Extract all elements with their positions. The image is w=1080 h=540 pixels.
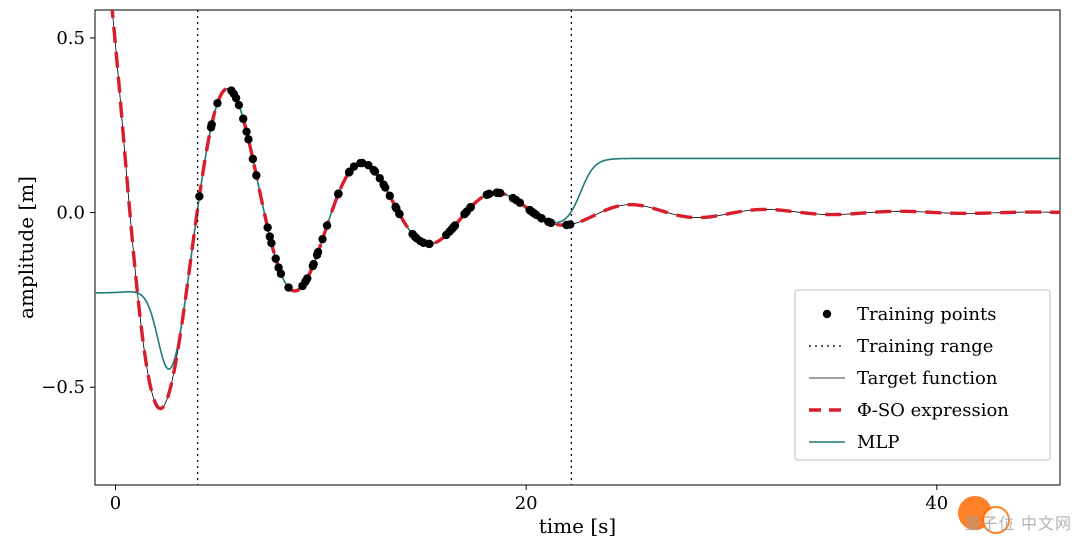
training-point bbox=[252, 171, 260, 179]
training-point bbox=[235, 101, 243, 109]
training-point bbox=[227, 86, 235, 94]
legend-marker bbox=[823, 310, 831, 318]
legend-label: MLP bbox=[857, 432, 900, 453]
y-tick-label: −0.5 bbox=[41, 377, 85, 398]
training-point bbox=[358, 159, 366, 167]
x-axis-label: time [s] bbox=[539, 514, 616, 538]
training-point bbox=[496, 189, 504, 197]
training-point bbox=[334, 189, 342, 197]
x-tick-label: 0 bbox=[110, 493, 121, 514]
legend-label: Φ-SO expression bbox=[857, 400, 1009, 421]
legend-label: Training points bbox=[857, 304, 996, 325]
training-point bbox=[195, 192, 203, 200]
training-point bbox=[392, 204, 400, 212]
training-point bbox=[309, 260, 317, 268]
training-point bbox=[303, 274, 311, 282]
y-axis-label: amplitude [m] bbox=[14, 176, 38, 319]
training-point bbox=[272, 254, 280, 262]
chart-svg: 0 20 40 −0.5 0.0 0.5 time [s] amplitude [m] Trai… bbox=[0, 0, 1080, 540]
training-point bbox=[408, 230, 416, 238]
training-point bbox=[416, 237, 424, 245]
y-tick-label: 0.5 bbox=[56, 28, 85, 49]
training-point bbox=[466, 203, 474, 211]
training-point bbox=[537, 214, 545, 222]
legend-label: Target function bbox=[857, 368, 998, 389]
training-point bbox=[242, 127, 250, 135]
legend-label: Training range bbox=[857, 336, 993, 357]
training-point bbox=[509, 194, 517, 202]
training-point bbox=[263, 223, 271, 231]
training-point bbox=[544, 218, 552, 226]
training-point bbox=[460, 210, 468, 218]
training-point bbox=[376, 174, 384, 182]
training-point bbox=[345, 168, 353, 176]
training-point bbox=[323, 221, 331, 229]
x-tick-label: 40 bbox=[925, 493, 948, 514]
training-point bbox=[386, 192, 394, 200]
training-point bbox=[369, 166, 377, 174]
training-point bbox=[213, 99, 221, 107]
training-point bbox=[284, 283, 292, 291]
training-point bbox=[298, 282, 306, 290]
training-point bbox=[483, 191, 491, 199]
training-point bbox=[313, 251, 321, 259]
training-point bbox=[381, 183, 389, 191]
training-point bbox=[318, 235, 326, 243]
training-point bbox=[425, 240, 433, 248]
training-point bbox=[448, 225, 456, 233]
training-point bbox=[562, 221, 570, 229]
training-point bbox=[244, 135, 252, 143]
x-tick-label: 20 bbox=[515, 493, 538, 514]
training-point bbox=[274, 263, 282, 271]
training-point bbox=[516, 199, 524, 207]
training-point bbox=[267, 239, 275, 247]
training-point bbox=[239, 115, 247, 123]
training-point bbox=[249, 155, 257, 163]
chart-container: 0 20 40 −0.5 0.0 0.5 time [s] amplitude [m] Trai… bbox=[0, 0, 1080, 540]
training-point bbox=[207, 120, 215, 128]
y-tick-label: 0.0 bbox=[56, 203, 85, 224]
